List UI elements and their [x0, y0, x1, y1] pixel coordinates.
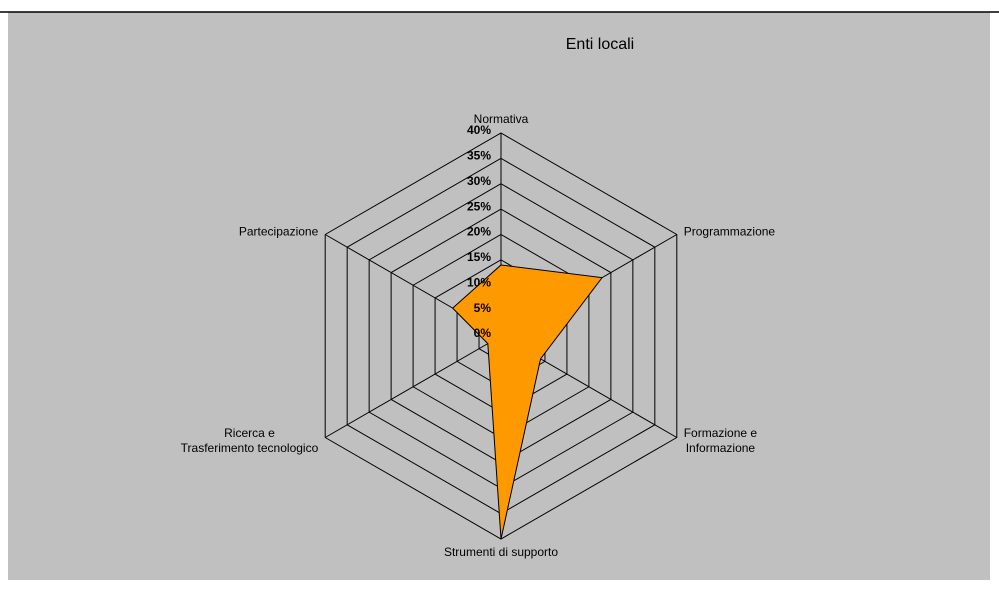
spoke [324, 335, 502, 438]
category-label: Programmazione [683, 224, 776, 238]
tick-label: 25% [467, 199, 491, 213]
tick-label: 30% [467, 174, 491, 188]
chart-title: Enti locali [566, 36, 634, 53]
tick-label: 35% [467, 149, 491, 163]
category-label: Partecipazione [238, 224, 319, 238]
tick-label: 20% [467, 225, 491, 239]
category-label: Formazione e Informazione [683, 425, 758, 455]
category-label: Normativa [473, 112, 529, 126]
tick-label: 5% [474, 301, 492, 315]
category-label: Strumenti di supporto [443, 545, 559, 559]
category-label: Ricerca e Trasferimento tecnologico [180, 425, 319, 455]
data-area [451, 264, 604, 540]
tick-label: 10% [467, 275, 491, 289]
tick-label: 15% [467, 250, 491, 264]
tick-label: 40% [467, 123, 491, 137]
tick-label: 0% [474, 326, 492, 340]
